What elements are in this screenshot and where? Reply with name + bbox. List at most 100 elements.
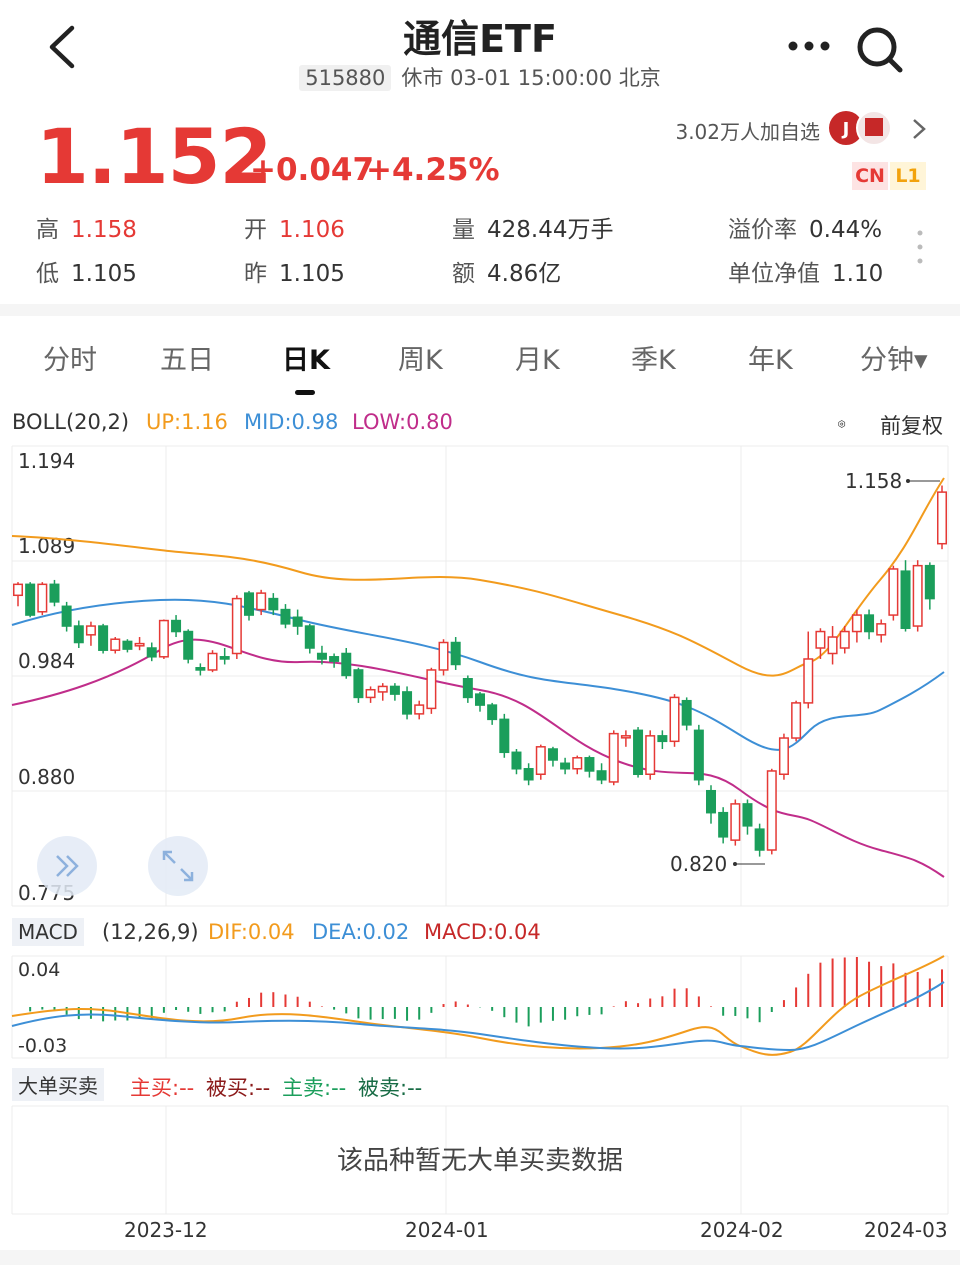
settings-hex-icon[interactable] <box>838 408 868 440</box>
follower-avatars-icon[interactable]: J <box>828 110 894 146</box>
tab-yearly-k[interactable]: 年K <box>748 345 793 376</box>
fullscreen-button[interactable] <box>148 836 208 896</box>
more-icon[interactable] <box>784 26 834 66</box>
tab-daily-k[interactable]: 日K <box>282 345 330 376</box>
candle <box>134 637 145 651</box>
candle <box>207 650 218 673</box>
candle <box>183 629 194 664</box>
candle-body <box>851 614 862 633</box>
candle-body <box>487 704 498 721</box>
candle-body <box>547 748 558 761</box>
tab-five-day[interactable]: 五日 <box>160 345 214 376</box>
candle-body <box>912 564 923 627</box>
candle-body <box>766 770 777 851</box>
watchlist-count[interactable]: 3.02万人加自选 <box>675 120 820 144</box>
candle-body <box>888 568 899 616</box>
big-orders-name[interactable]: 大单买卖 <box>12 1068 104 1101</box>
candle <box>341 648 352 679</box>
candle <box>171 615 182 638</box>
macd-grid <box>11 955 949 1059</box>
stat-open: 开 1.106 <box>244 217 345 243</box>
min-marker: 0.820 <box>670 852 765 876</box>
candle-body <box>256 592 267 611</box>
candle-body <box>207 652 218 671</box>
page-title: 通信ETF <box>403 17 557 61</box>
candle <box>231 595 242 659</box>
macd-name[interactable]: MACD <box>12 918 84 946</box>
boll-name[interactable]: BOLL(20,2) <box>12 410 130 434</box>
candle-body <box>645 735 656 776</box>
back-icon[interactable] <box>40 22 90 72</box>
candle <box>876 619 887 643</box>
tab-minute[interactable]: 分钟▾ <box>860 345 928 376</box>
candle-body <box>791 702 802 739</box>
candle <box>864 609 875 640</box>
candle-body <box>49 583 60 603</box>
candle-body <box>681 699 692 726</box>
tab-intraday[interactable]: 分时 <box>43 345 97 376</box>
tab-quarterly-k[interactable]: 季K <box>631 345 676 376</box>
tab-monthly-k[interactable]: 月K <box>515 345 560 376</box>
search-icon[interactable] <box>852 22 908 78</box>
candle <box>195 663 206 676</box>
candle-body <box>535 746 546 776</box>
candle <box>511 749 522 775</box>
passive-buy: 被买:-- <box>206 1076 271 1100</box>
candle-body <box>596 770 607 781</box>
candle <box>596 763 607 785</box>
active-tab-indicator <box>295 390 315 395</box>
y-tick-3: 0.984 <box>18 649 75 673</box>
tab-weekly-k[interactable]: 周K <box>398 345 443 376</box>
candle-body <box>110 638 121 651</box>
boll-low: LOW:0.80 <box>352 410 453 434</box>
candle <box>535 744 546 780</box>
cn-badge: CN <box>852 162 888 190</box>
boll-up: UP:1.16 <box>146 410 228 434</box>
candle-body <box>377 685 388 693</box>
candle <box>718 807 729 844</box>
candle <box>98 623 109 654</box>
candle-body <box>158 619 169 658</box>
macd-chart[interactable]: 0.04 -0.03 <box>0 950 960 1062</box>
candle-body <box>462 677 473 699</box>
candle <box>316 645 327 665</box>
more-stats-icon[interactable] <box>915 228 925 268</box>
bottom-bar <box>0 1250 960 1265</box>
candle-body <box>876 623 887 636</box>
candle <box>754 823 765 857</box>
candle <box>657 730 668 750</box>
candle-body <box>353 669 364 699</box>
macd-axis-top: 0.04 <box>18 959 60 981</box>
security-code: 515880 <box>299 65 392 91</box>
candle-body <box>900 570 911 629</box>
candle <box>766 768 777 855</box>
candle-body <box>73 625 84 644</box>
adjust-mode[interactable]: 前复权 <box>880 414 943 438</box>
candle-body <box>560 762 571 770</box>
candle-body <box>12 583 24 597</box>
min-label: 0.820 <box>670 852 727 876</box>
section-divider <box>0 304 960 316</box>
x-tick-1: 2023-12 <box>124 1218 208 1242</box>
status-line: 515880 休市 03-01 15:00:00 北京 <box>0 62 960 92</box>
candle-body <box>827 636 838 655</box>
candle <box>681 697 692 731</box>
x-tick-2: 2024-01 <box>405 1218 489 1242</box>
candle-body <box>292 616 303 627</box>
kline-chart[interactable]: 1.194 1.089 0.984 0.880 0.775 1.158 0.82… <box>0 440 960 910</box>
candle <box>572 755 583 775</box>
candle-body <box>438 641 449 671</box>
candle <box>487 702 498 725</box>
boll-mid-line <box>11 598 945 751</box>
candle <box>426 667 437 714</box>
chevron-right-icon[interactable] <box>908 116 930 142</box>
candle <box>560 757 571 775</box>
candle-body <box>754 828 765 851</box>
candle-body <box>620 735 631 739</box>
candle-body <box>146 647 157 658</box>
candle <box>936 485 948 550</box>
expand-sidebar-button[interactable] <box>37 836 97 896</box>
x-tick-3: 2024-02 <box>700 1218 784 1242</box>
candle <box>353 667 364 703</box>
candle-body <box>389 685 400 695</box>
